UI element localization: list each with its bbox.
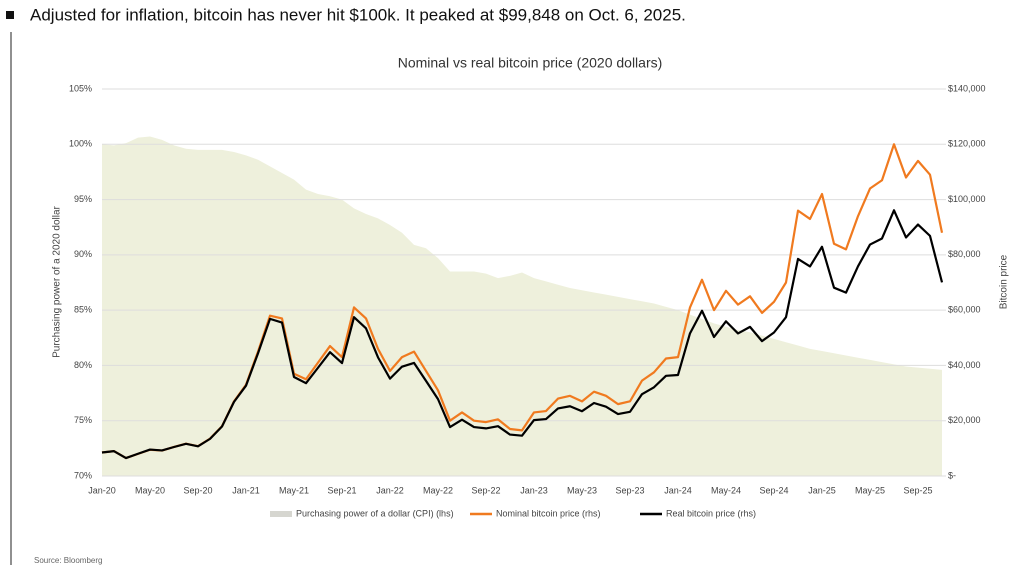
x-tick-label: Jan-24 xyxy=(664,485,692,495)
chart-title: Nominal vs real bitcoin price (2020 doll… xyxy=(398,55,663,71)
x-tick-label: Sep-22 xyxy=(471,485,500,495)
x-tick-label: May-22 xyxy=(423,485,453,495)
x-tick-label: Sep-24 xyxy=(759,485,788,495)
legend-label: Real bitcoin price (rhs) xyxy=(666,508,756,518)
legend-swatch xyxy=(270,511,292,517)
headline: Adjusted for inflation, bitcoin has neve… xyxy=(30,5,686,24)
y2-tick-label: $140,000 xyxy=(948,83,986,93)
x-tick-label: May-21 xyxy=(279,485,309,495)
legend-label: Purchasing power of a dollar (CPI) (lhs) xyxy=(296,508,454,518)
y2-tick-label: $- xyxy=(948,470,956,480)
y-tick-label: 85% xyxy=(74,305,92,315)
x-tick-label: May-20 xyxy=(135,485,165,495)
x-tick-label: Jan-21 xyxy=(232,485,260,495)
x-tick-label: Jan-20 xyxy=(88,485,116,495)
bullet xyxy=(6,11,14,19)
y-tick-label: 105% xyxy=(69,83,92,93)
source: Source: Bloomberg xyxy=(34,556,102,565)
x-tick-label: Jan-22 xyxy=(376,485,404,495)
y-tick-label: 95% xyxy=(74,194,92,204)
x-tick-label: Sep-25 xyxy=(903,485,932,495)
x-tick-label: Sep-20 xyxy=(183,485,212,495)
y-tick-label: 90% xyxy=(74,249,92,259)
y2-tick-label: $40,000 xyxy=(948,360,981,370)
x-tick-label: Sep-21 xyxy=(327,485,356,495)
y2-tick-label: $60,000 xyxy=(948,305,981,315)
y2-tick-label: $100,000 xyxy=(948,194,986,204)
x-tick-label: May-24 xyxy=(711,485,741,495)
x-tick-label: Jan-23 xyxy=(520,485,548,495)
x-tick-label: May-25 xyxy=(855,485,885,495)
x-tick-label: Jan-25 xyxy=(808,485,836,495)
y2-tick-label: $20,000 xyxy=(948,415,981,425)
y2-tick-label: $120,000 xyxy=(948,139,986,149)
y-tick-label: 100% xyxy=(69,139,92,149)
y2-tick-label: $80,000 xyxy=(948,249,981,259)
x-tick-label: May-23 xyxy=(567,485,597,495)
legend-label: Nominal bitcoin price (rhs) xyxy=(496,508,601,518)
y2-axis-label: Bitcoin price xyxy=(999,254,1010,309)
y-tick-label: 70% xyxy=(74,470,92,480)
y-tick-label: 80% xyxy=(74,360,92,370)
price-line xyxy=(101,209,944,460)
y-axis-label: Purchasing power of a 2020 dollar xyxy=(52,205,63,357)
y-tick-label: 75% xyxy=(74,415,92,425)
cpi-area xyxy=(102,136,942,476)
x-tick-label: Sep-23 xyxy=(615,485,644,495)
